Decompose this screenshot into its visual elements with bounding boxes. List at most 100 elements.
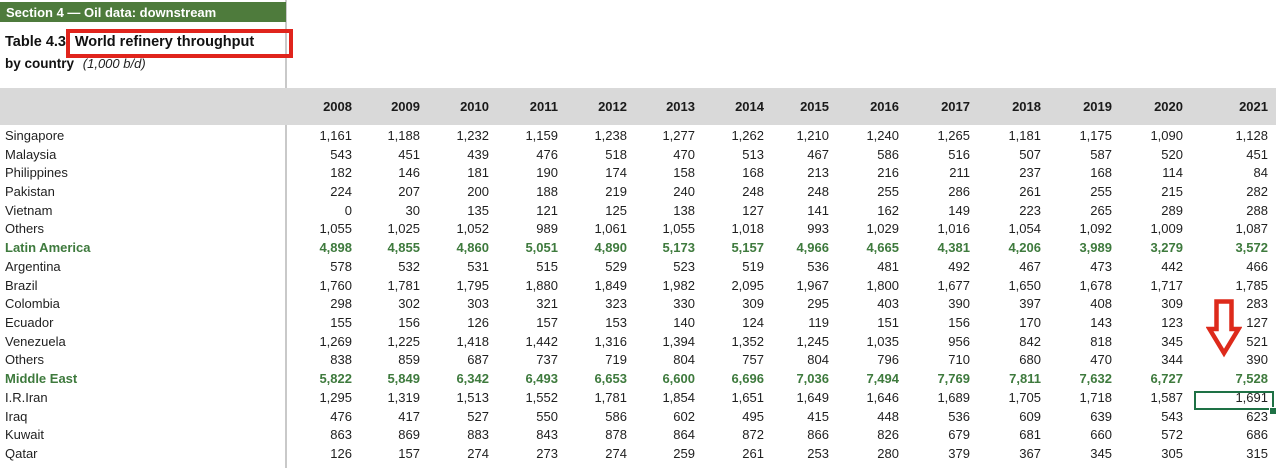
value-cell[interactable]: 864: [673, 427, 695, 443]
value-cell[interactable]: 216: [877, 165, 899, 181]
value-cell[interactable]: 126: [330, 446, 352, 462]
value-cell[interactable]: 158: [673, 165, 695, 181]
value-cell[interactable]: 1,705: [1008, 389, 1041, 405]
value-cell[interactable]: 681: [1019, 427, 1041, 443]
value-cell[interactable]: 796: [877, 352, 899, 368]
value-cell[interactable]: 30: [405, 202, 420, 218]
value-cell[interactable]: 826: [877, 427, 899, 443]
value-cell[interactable]: 521: [1246, 333, 1268, 349]
value-cell[interactable]: 253: [807, 446, 829, 462]
value-cell[interactable]: 1,394: [662, 333, 695, 349]
value-cell[interactable]: 737: [536, 352, 558, 368]
value-cell[interactable]: 451: [1246, 146, 1268, 162]
value-cell[interactable]: 1,316: [594, 333, 627, 349]
value-cell[interactable]: 686: [1246, 427, 1268, 443]
value-cell[interactable]: 5,822: [319, 371, 352, 387]
value-cell[interactable]: 1,055: [319, 221, 352, 237]
value-cell[interactable]: 397: [1019, 296, 1041, 312]
value-cell[interactable]: 146: [398, 165, 420, 181]
row-label[interactable]: Brazil: [5, 277, 38, 293]
row-label[interactable]: Malaysia: [5, 146, 57, 162]
value-cell[interactable]: 141: [807, 202, 829, 218]
value-cell[interactable]: 1,161: [319, 127, 352, 143]
value-cell[interactable]: 1,087: [1235, 221, 1268, 237]
value-cell[interactable]: 439: [467, 146, 489, 162]
value-cell[interactable]: 5,173: [662, 240, 695, 256]
year-header-11[interactable]: 2019: [1083, 99, 1112, 114]
value-cell[interactable]: 710: [948, 352, 970, 368]
value-cell[interactable]: 162: [877, 202, 899, 218]
value-cell[interactable]: 572: [1161, 427, 1183, 443]
value-cell[interactable]: 757: [742, 352, 764, 368]
value-cell[interactable]: 1,781: [594, 389, 627, 405]
value-cell[interactable]: 1,442: [525, 333, 558, 349]
value-cell[interactable]: 182: [330, 165, 352, 181]
value-cell[interactable]: 1,188: [387, 127, 420, 143]
value-cell[interactable]: 219: [605, 184, 627, 200]
year-header-4[interactable]: 2012: [598, 99, 627, 114]
value-cell[interactable]: 114: [1162, 165, 1183, 181]
value-cell[interactable]: 866: [807, 427, 829, 443]
value-cell[interactable]: 315: [1246, 446, 1268, 462]
value-cell[interactable]: 550: [536, 408, 558, 424]
value-cell[interactable]: 1,513: [456, 389, 489, 405]
value-cell[interactable]: 295: [807, 296, 829, 312]
value-cell[interactable]: 1,232: [456, 127, 489, 143]
value-cell[interactable]: 3,989: [1079, 240, 1112, 256]
value-cell[interactable]: 7,769: [937, 371, 970, 387]
value-cell[interactable]: 863: [330, 427, 352, 443]
value-cell[interactable]: 467: [807, 146, 829, 162]
value-cell[interactable]: 529: [605, 258, 627, 274]
value-cell[interactable]: 298: [330, 296, 352, 312]
value-cell[interactable]: 989: [536, 221, 558, 237]
value-cell[interactable]: 1,055: [662, 221, 695, 237]
year-header-8[interactable]: 2016: [870, 99, 899, 114]
value-cell[interactable]: 168: [742, 165, 764, 181]
value-cell[interactable]: 878: [605, 427, 627, 443]
value-cell[interactable]: 6,696: [731, 371, 764, 387]
value-cell[interactable]: 367: [1019, 446, 1041, 462]
value-cell[interactable]: 586: [605, 408, 627, 424]
value-cell[interactable]: 6,342: [456, 371, 489, 387]
value-cell[interactable]: 379: [948, 446, 970, 462]
value-cell[interactable]: 679: [948, 427, 970, 443]
value-cell[interactable]: 473: [1090, 258, 1112, 274]
value-cell[interactable]: 818: [1090, 333, 1112, 349]
year-header-6[interactable]: 2014: [735, 99, 764, 114]
value-cell[interactable]: 4,855: [387, 240, 420, 256]
value-cell[interactable]: 883: [467, 427, 489, 443]
value-cell[interactable]: 523: [673, 258, 695, 274]
value-cell[interactable]: 451: [398, 146, 420, 162]
value-cell[interactable]: 403: [877, 296, 899, 312]
value-cell[interactable]: 190: [536, 165, 558, 181]
row-label[interactable]: Colombia: [5, 296, 60, 312]
value-cell[interactable]: 124: [742, 315, 764, 331]
value-cell[interactable]: 408: [1090, 296, 1112, 312]
value-cell[interactable]: 1,238: [594, 127, 627, 143]
row-label[interactable]: Pakistan: [5, 184, 55, 200]
value-cell[interactable]: 323: [605, 296, 627, 312]
value-cell[interactable]: 1,092: [1079, 221, 1112, 237]
value-cell[interactable]: 143: [1090, 315, 1112, 331]
value-cell[interactable]: 842: [1019, 333, 1041, 349]
value-cell[interactable]: 869: [398, 427, 420, 443]
value-cell[interactable]: 1,418: [456, 333, 489, 349]
value-cell[interactable]: 1,760: [319, 277, 352, 293]
year-header-0[interactable]: 2008: [323, 99, 352, 114]
value-cell[interactable]: 1,054: [1008, 221, 1041, 237]
value-cell[interactable]: 578: [330, 258, 352, 274]
value-cell[interactable]: 126: [467, 315, 489, 331]
value-cell[interactable]: 1,128: [1235, 127, 1268, 143]
value-cell[interactable]: 345: [1090, 446, 1112, 462]
value-cell[interactable]: 4,890: [594, 240, 627, 256]
value-cell[interactable]: 804: [673, 352, 695, 368]
value-cell[interactable]: 255: [877, 184, 899, 200]
year-header-2[interactable]: 2010: [460, 99, 489, 114]
row-label[interactable]: Singapore: [5, 127, 65, 143]
value-cell[interactable]: 1,159: [525, 127, 558, 143]
value-cell[interactable]: 282: [1246, 184, 1268, 200]
value-cell[interactable]: 345: [1161, 333, 1183, 349]
value-cell[interactable]: 415: [807, 408, 829, 424]
value-cell[interactable]: 248: [807, 184, 829, 200]
value-cell[interactable]: 309: [742, 296, 764, 312]
